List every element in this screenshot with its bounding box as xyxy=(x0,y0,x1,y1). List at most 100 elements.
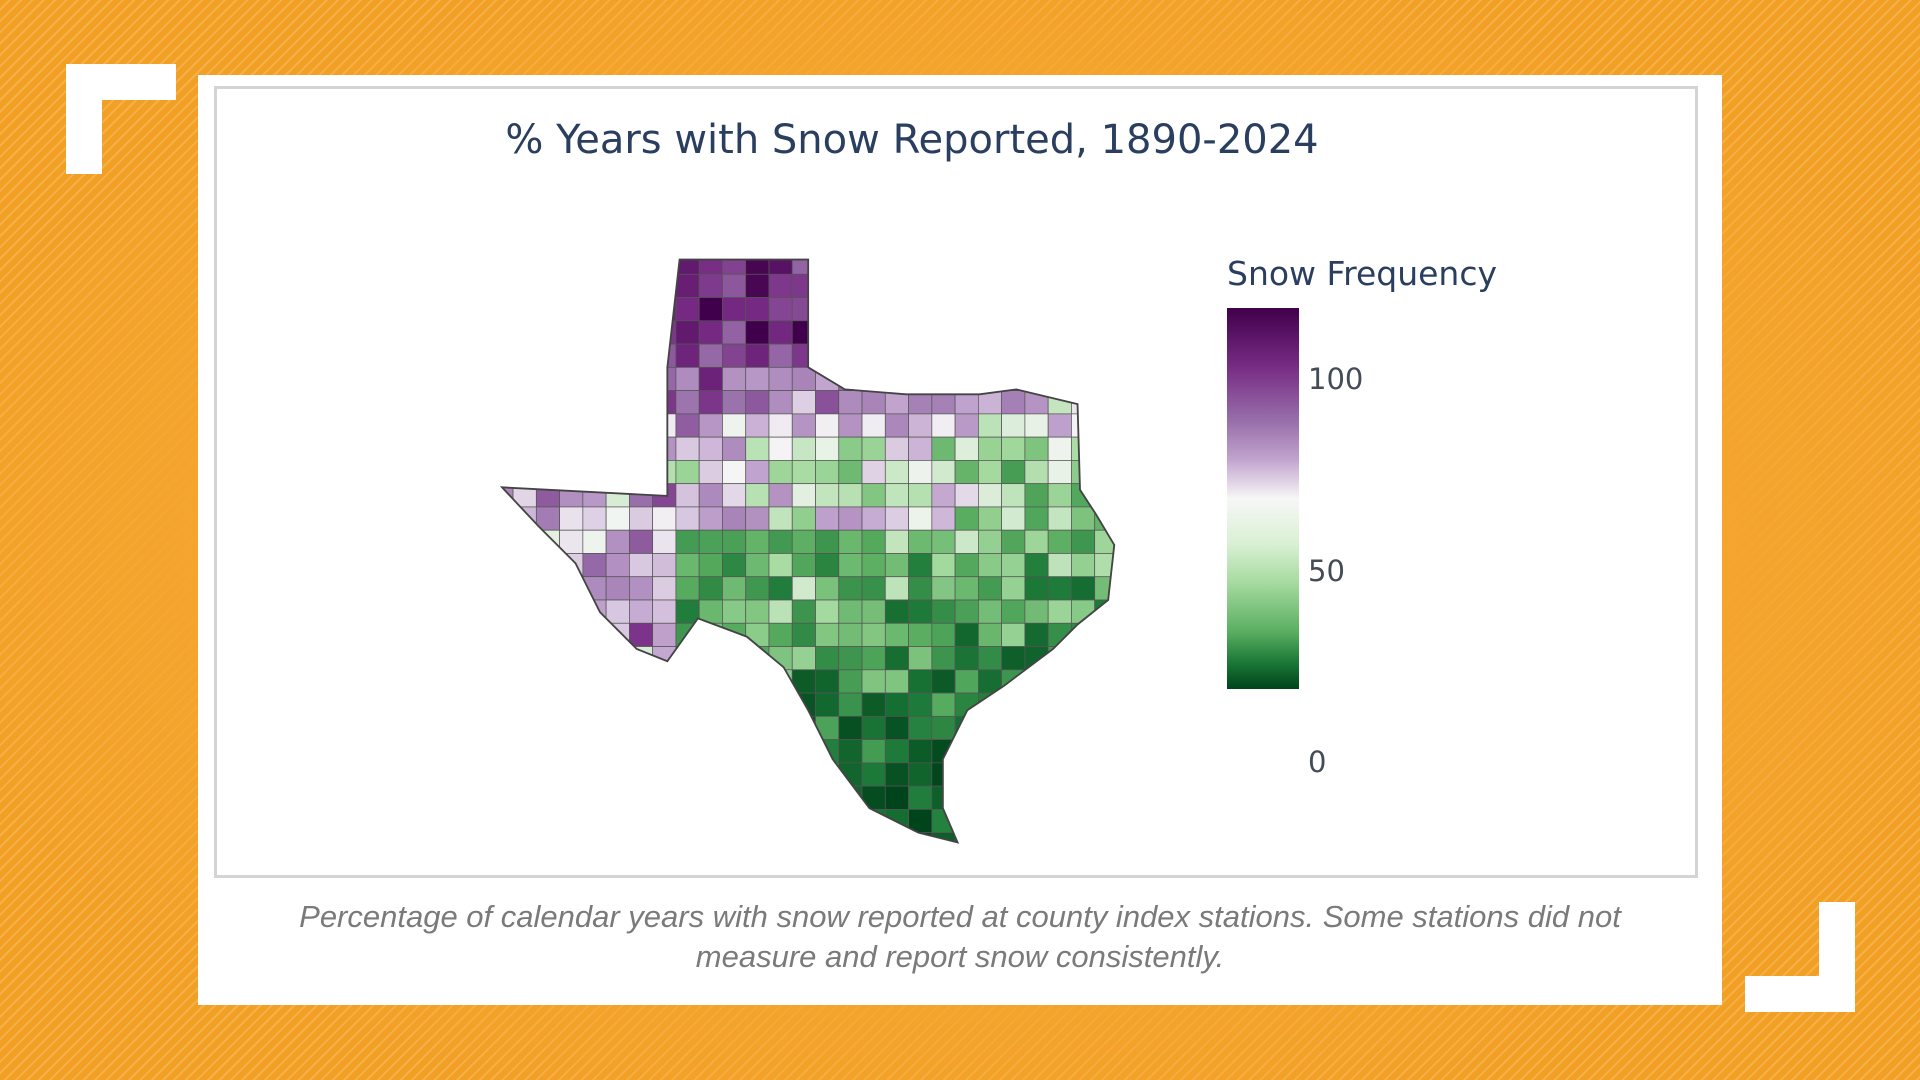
county xyxy=(746,856,769,879)
county xyxy=(1118,716,1141,739)
county xyxy=(815,809,840,834)
county xyxy=(559,390,584,415)
county xyxy=(768,832,793,843)
county xyxy=(582,297,607,322)
county xyxy=(745,506,770,531)
county xyxy=(768,739,793,764)
county xyxy=(535,529,560,554)
county xyxy=(1001,553,1026,578)
county xyxy=(582,739,607,764)
county xyxy=(861,390,886,415)
county xyxy=(838,413,863,438)
county xyxy=(791,413,816,438)
county xyxy=(1071,856,1094,879)
county xyxy=(768,483,793,508)
county xyxy=(1118,321,1141,344)
county xyxy=(535,739,560,764)
county xyxy=(675,343,700,368)
county xyxy=(722,553,747,578)
county xyxy=(652,622,677,647)
county xyxy=(745,785,770,810)
county xyxy=(861,506,886,531)
county xyxy=(791,739,816,764)
county xyxy=(675,297,700,322)
county xyxy=(884,646,909,671)
county xyxy=(862,856,885,879)
county xyxy=(698,506,723,531)
county xyxy=(559,785,584,810)
county xyxy=(1024,599,1049,624)
county xyxy=(931,460,956,485)
county xyxy=(722,529,747,554)
county xyxy=(535,413,560,438)
county xyxy=(861,576,886,601)
county xyxy=(1001,832,1026,843)
county xyxy=(908,506,933,531)
county xyxy=(954,739,979,764)
county xyxy=(884,366,909,391)
county xyxy=(954,259,979,275)
county xyxy=(698,390,723,415)
county xyxy=(815,436,840,461)
county xyxy=(908,576,933,601)
county xyxy=(884,413,909,438)
county xyxy=(1118,693,1141,716)
county xyxy=(768,506,793,531)
county xyxy=(791,506,816,531)
county xyxy=(884,259,909,275)
county xyxy=(838,715,863,740)
county xyxy=(512,320,537,345)
county xyxy=(582,599,607,624)
county xyxy=(791,483,816,508)
county xyxy=(931,259,956,275)
county xyxy=(502,460,514,485)
county xyxy=(629,390,654,415)
county xyxy=(1118,833,1141,856)
county xyxy=(1047,436,1072,461)
county xyxy=(502,832,514,843)
county xyxy=(1047,739,1072,764)
county xyxy=(861,320,886,345)
county xyxy=(502,343,514,368)
corner-bracket-bottom-right xyxy=(1819,902,1855,1012)
county xyxy=(1071,553,1096,578)
county xyxy=(931,553,956,578)
county xyxy=(1071,320,1096,345)
county xyxy=(908,483,933,508)
county xyxy=(815,460,840,485)
county xyxy=(885,856,908,879)
county xyxy=(908,529,933,554)
county xyxy=(722,599,747,624)
county xyxy=(838,739,863,764)
county xyxy=(1001,622,1026,647)
county xyxy=(535,622,560,647)
county xyxy=(512,343,537,368)
county xyxy=(652,739,677,764)
county xyxy=(1024,809,1049,834)
county xyxy=(1071,506,1096,531)
county xyxy=(954,483,979,508)
county xyxy=(722,297,747,322)
county xyxy=(535,460,560,485)
map-title: % Years with Snow Reported, 1890-2024 xyxy=(505,117,1319,163)
county xyxy=(1024,297,1049,322)
county xyxy=(884,785,909,810)
county xyxy=(745,692,770,717)
county xyxy=(791,553,816,578)
county xyxy=(1118,553,1141,576)
county xyxy=(745,646,770,671)
county xyxy=(1001,739,1026,764)
county xyxy=(582,273,607,298)
county xyxy=(954,320,979,345)
county xyxy=(1071,413,1096,438)
county xyxy=(768,669,793,694)
county xyxy=(908,413,933,438)
county xyxy=(559,762,584,787)
county xyxy=(1118,577,1141,600)
county xyxy=(722,366,747,391)
county xyxy=(1047,483,1072,508)
county xyxy=(582,646,607,671)
county xyxy=(675,460,700,485)
county xyxy=(768,529,793,554)
county xyxy=(931,343,956,368)
